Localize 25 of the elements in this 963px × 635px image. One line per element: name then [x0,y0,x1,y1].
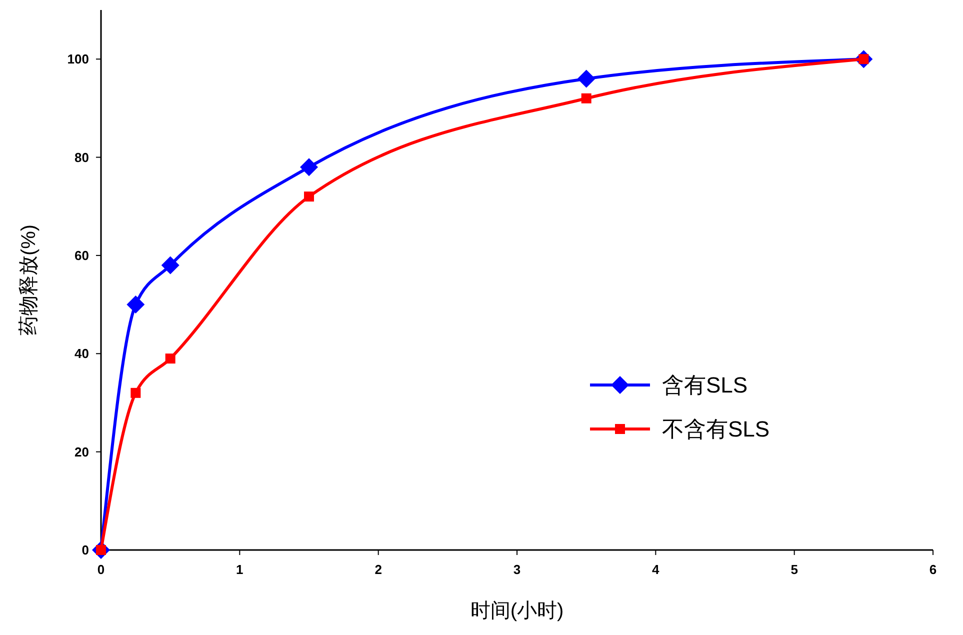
legend-label: 含有SLS [662,372,748,398]
x-axis-title: 时间(小时) [470,600,564,622]
x-tick-label: 4 [652,562,660,577]
x-tick-label: 5 [790,562,798,577]
point [300,158,318,176]
y-tick-label: 40 [74,346,89,362]
y-tick-label: 20 [74,444,89,460]
y-axis-title: 药物释放(%) [18,224,40,336]
point [161,256,180,274]
x-tick-label: 3 [513,562,521,577]
point [577,70,596,88]
point [304,192,314,202]
legend-label: 不含有SLS [662,416,770,442]
point [126,296,145,314]
y-tick-label: 100 [67,52,89,67]
point [165,354,176,364]
x-tick-label: 1 [236,562,244,577]
point [581,93,592,104]
point [130,388,141,398]
x-tick-label: 0 [97,562,105,577]
y-tick-label: 80 [74,150,89,165]
y-tick-label: 60 [74,248,89,264]
x-tick-label: 2 [374,562,382,577]
y-tick-label: 0 [82,542,89,558]
x-tick-label: 6 [929,562,937,577]
